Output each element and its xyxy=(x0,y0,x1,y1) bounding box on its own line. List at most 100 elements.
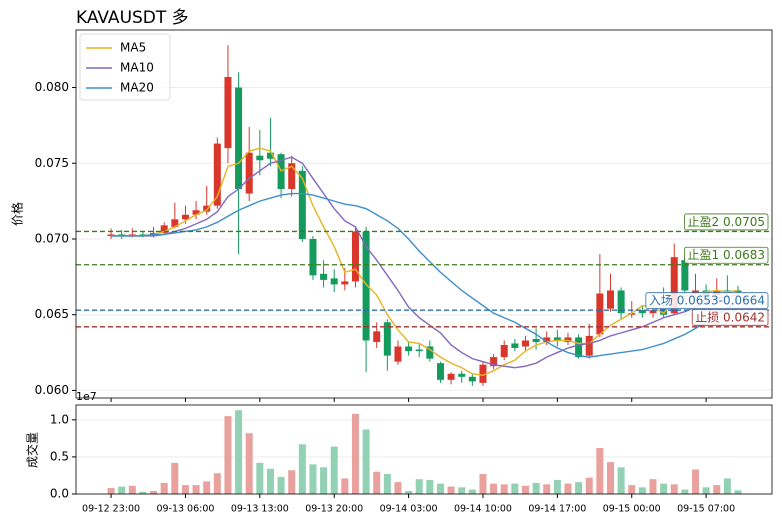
candle-body xyxy=(543,337,551,342)
candle-body xyxy=(139,234,147,236)
level-label-box xyxy=(645,292,769,310)
volume-bar xyxy=(373,471,381,494)
candle-body xyxy=(660,308,668,315)
volume-bar xyxy=(734,490,742,494)
y-tick-label: 0.5 xyxy=(50,449,69,463)
volume-bar xyxy=(617,467,625,494)
candle-body xyxy=(479,364,487,383)
candle-body xyxy=(681,260,689,291)
candle-body xyxy=(298,170,306,239)
x-tick-label: 09-14 17:00 xyxy=(528,504,586,515)
candle-body xyxy=(606,290,614,309)
y-tick-label: 0.070 xyxy=(35,231,69,245)
candle-body xyxy=(521,340,529,347)
volume-bar xyxy=(553,479,561,494)
y-tick-label: 0.060 xyxy=(35,383,69,397)
candle-body xyxy=(341,281,349,285)
volume-bar xyxy=(277,476,285,494)
x-tick-label: 09-12 23:00 xyxy=(82,504,140,515)
candle-body xyxy=(107,234,115,236)
legend-label: MA5 xyxy=(120,41,146,55)
level-label: 止损 0.0642 xyxy=(695,310,765,324)
legend-label: MA20 xyxy=(120,81,154,95)
candle-body xyxy=(224,76,232,149)
volume-bar xyxy=(490,483,498,494)
volume-bar xyxy=(139,491,147,494)
volume-bar xyxy=(128,485,136,494)
volume-axis-label: 成交量 xyxy=(25,432,40,468)
candle-body xyxy=(192,210,200,215)
candle-body xyxy=(181,214,189,220)
candle-body xyxy=(585,335,593,356)
ma-line xyxy=(111,147,739,377)
plot-frame xyxy=(75,29,773,399)
candle-body xyxy=(649,310,657,314)
volume-bar xyxy=(266,468,274,494)
chart-title: KAVAUSDT 多 xyxy=(76,8,189,28)
y-tick-label: 0.075 xyxy=(35,156,69,170)
candle-body xyxy=(383,322,391,356)
volume-bar xyxy=(628,485,636,494)
candle-body xyxy=(415,349,423,352)
volume-bar xyxy=(532,482,540,494)
y-tick-label: 0.065 xyxy=(35,307,69,321)
volume-bar xyxy=(691,469,699,494)
candle-body xyxy=(564,337,572,342)
volume-bar xyxy=(681,489,689,494)
volume-bar xyxy=(118,486,126,494)
volume-bar xyxy=(426,479,434,494)
legend: MA5 MA10 MA20 xyxy=(79,33,171,101)
candle-body xyxy=(394,346,402,362)
x-tick-label: 09-14 03:00 xyxy=(380,504,438,515)
volume-bar xyxy=(415,479,423,494)
level-label-box xyxy=(691,308,769,326)
candle-body xyxy=(288,163,296,190)
volume-bar xyxy=(447,486,455,494)
level-label: 止盈2 0.0705 xyxy=(688,215,765,229)
volume-bar xyxy=(500,484,508,494)
x-tick-label: 09-15 00:00 xyxy=(603,504,661,515)
level-label-box xyxy=(684,213,769,231)
legend-label: MA10 xyxy=(120,61,154,75)
x-tick-label: 09-13 06:00 xyxy=(156,504,214,515)
volume-bar xyxy=(521,485,529,494)
offset-label: 1e7 xyxy=(76,390,97,403)
candle-body xyxy=(235,87,243,190)
volume-bar xyxy=(181,485,189,494)
candle-body xyxy=(256,155,264,161)
candle-body xyxy=(213,143,221,206)
candle-body xyxy=(171,219,179,227)
candle-body xyxy=(638,310,646,314)
candle-body xyxy=(405,346,413,352)
volume-bar xyxy=(362,429,370,494)
volume-bar xyxy=(256,462,264,494)
volume-bar xyxy=(543,484,551,494)
candle-body xyxy=(330,278,338,285)
volume-bar xyxy=(351,413,359,494)
volume-bar xyxy=(660,483,668,494)
candle-body xyxy=(500,344,508,358)
volume-bar xyxy=(171,462,179,494)
x-tick-label: 09-13 20:00 xyxy=(305,504,363,515)
volume-bar xyxy=(203,481,211,494)
candle-body xyxy=(723,290,731,292)
volume-bar xyxy=(649,479,657,494)
volume-bar xyxy=(575,482,583,494)
volume-bar xyxy=(235,410,243,494)
volume-bar xyxy=(383,473,391,494)
volume-bar xyxy=(564,483,572,494)
x-tick-label: 09-14 10:00 xyxy=(454,504,512,515)
candle-body xyxy=(203,205,211,212)
volume-bar xyxy=(213,473,221,494)
volume-bar xyxy=(298,444,306,494)
volume-bar xyxy=(723,478,731,494)
volume-bar xyxy=(606,462,614,494)
volume-bar xyxy=(150,491,158,494)
candle-body xyxy=(373,331,381,342)
candle-body xyxy=(617,290,625,314)
candle-body xyxy=(128,234,136,236)
volume-bar xyxy=(330,446,338,494)
candle-body xyxy=(266,152,274,159)
volume-frame xyxy=(75,404,773,495)
